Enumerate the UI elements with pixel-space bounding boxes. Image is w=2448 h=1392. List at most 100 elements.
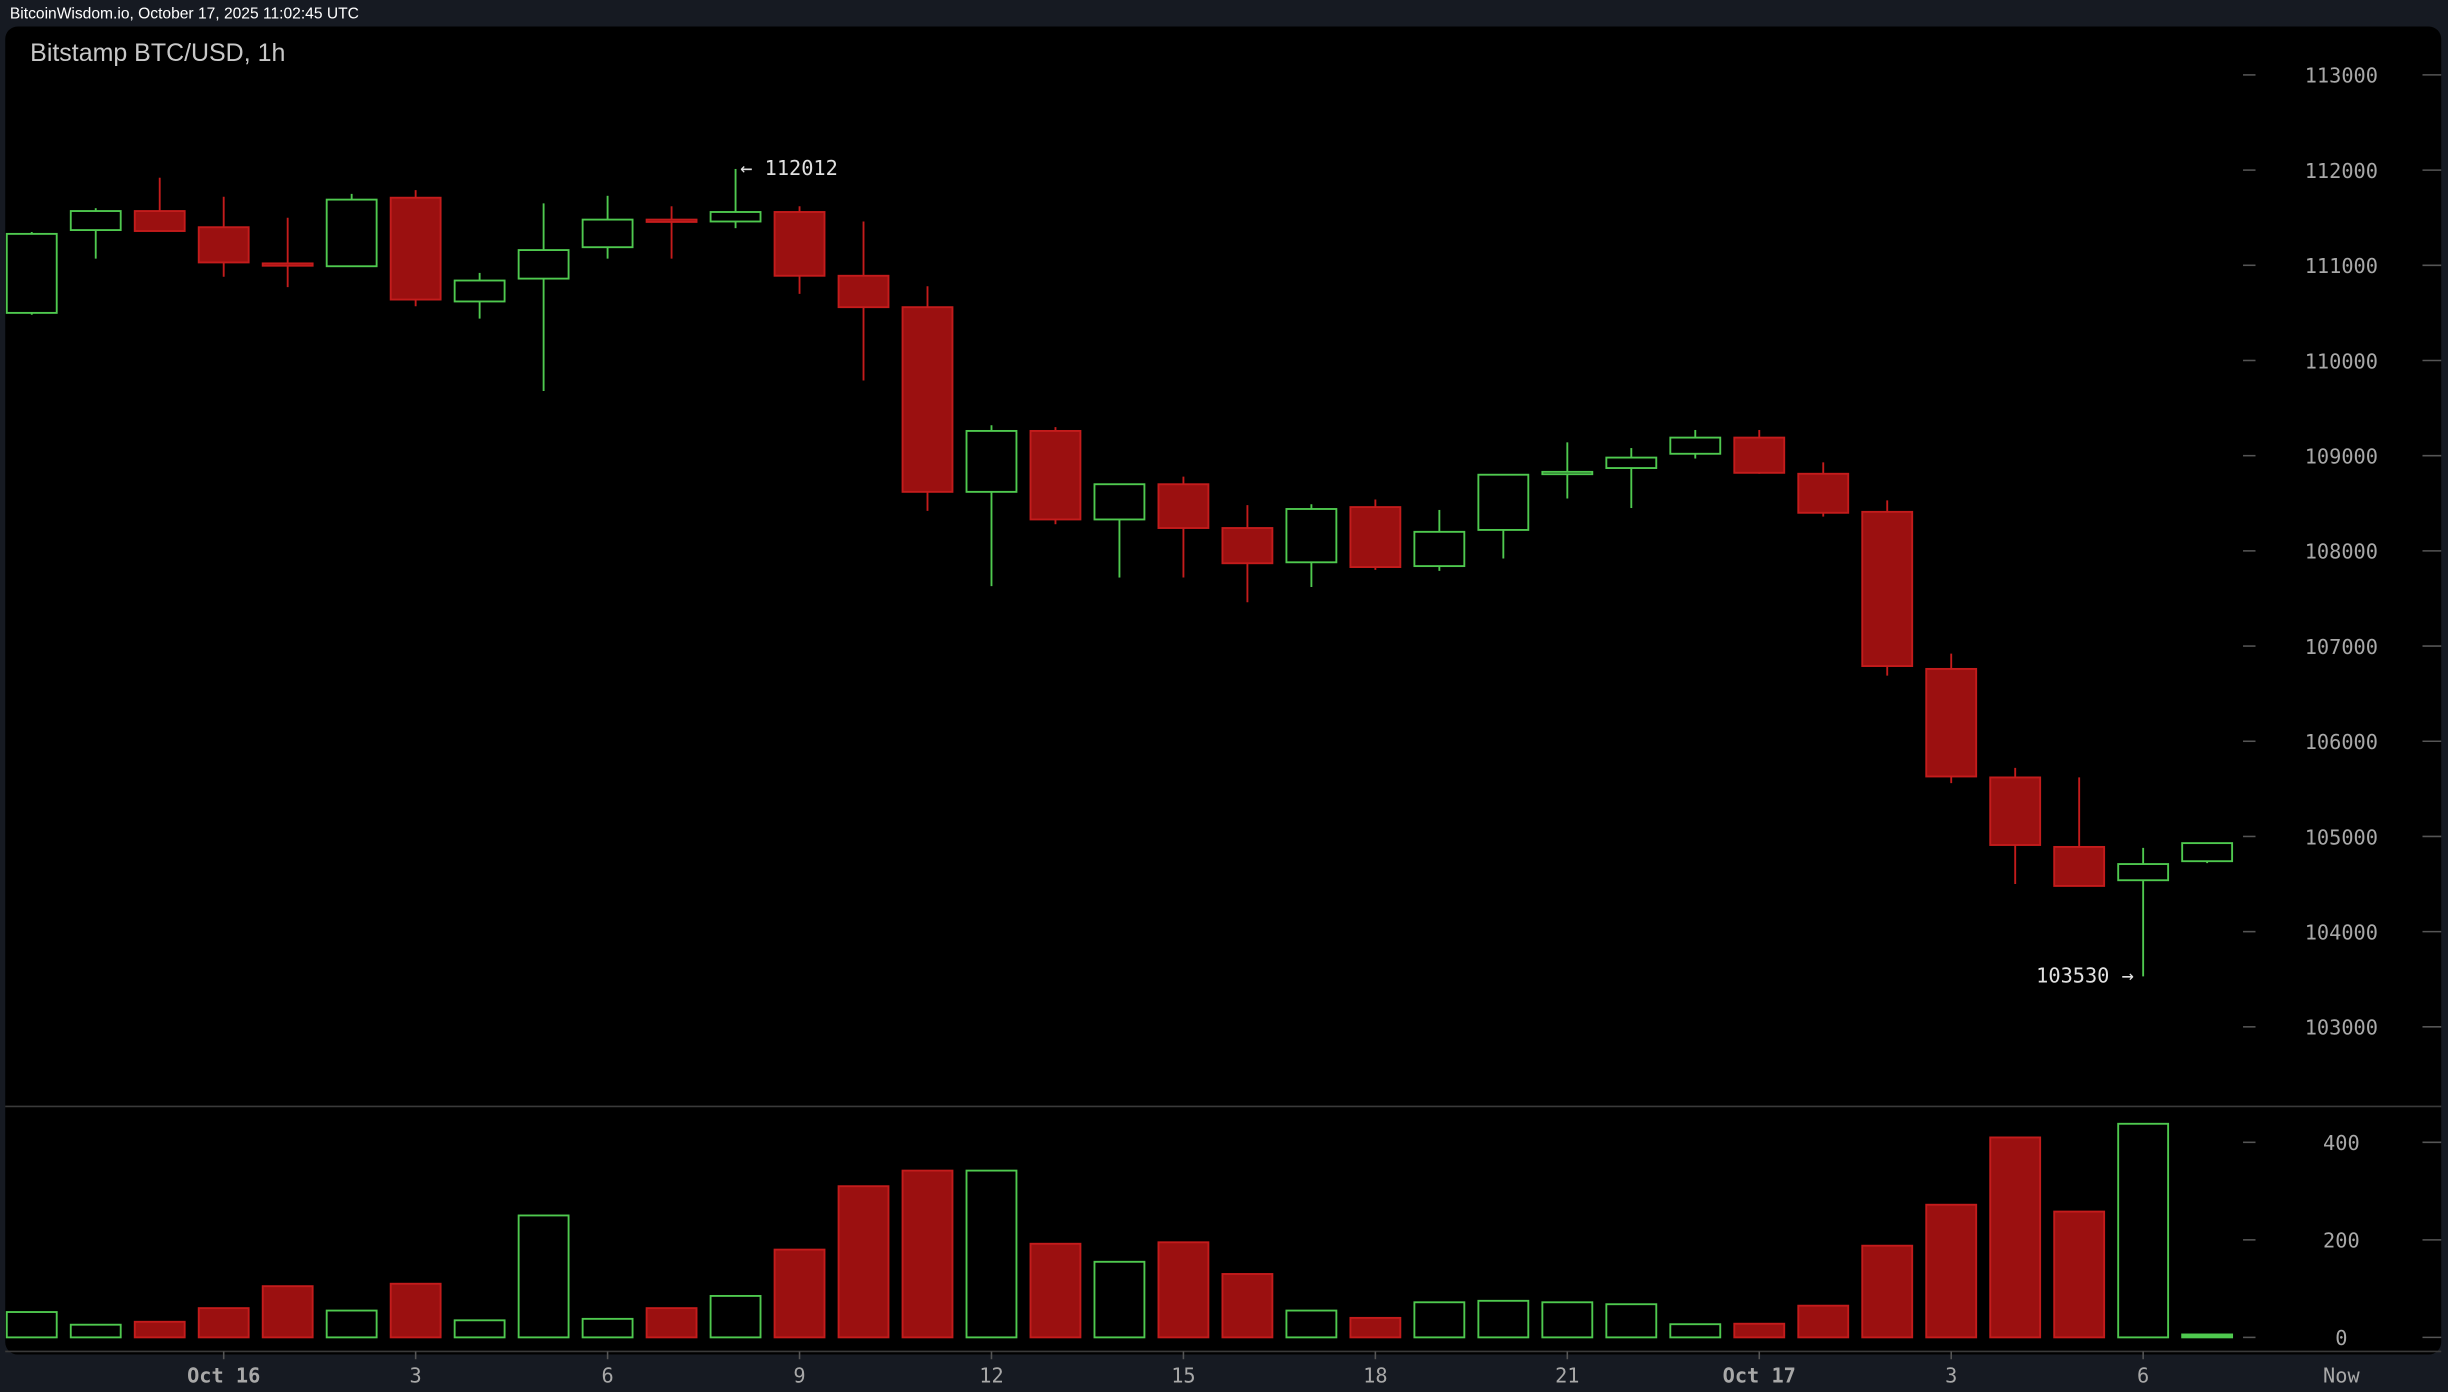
candle-body — [1093, 483, 1146, 521]
price-tick-label: 111000 — [2305, 254, 2378, 278]
candle-body — [581, 218, 634, 249]
volume-bar — [1605, 1303, 1658, 1339]
volume-bar — [709, 1294, 762, 1339]
price-tick-label: 103000 — [2305, 1016, 2378, 1040]
volume-bar — [1093, 1260, 1146, 1339]
candle-body — [1221, 527, 1274, 565]
chart-title: Bitstamp BTC/USD, 1h — [30, 39, 285, 67]
candle-body — [197, 226, 250, 264]
candle-body — [1925, 667, 1978, 778]
candle-body — [1477, 473, 1530, 531]
volume-bar — [1477, 1299, 1530, 1339]
candle-body — [1541, 470, 1594, 476]
volume-bar — [837, 1185, 890, 1339]
candle-body — [133, 210, 186, 232]
volume-bar — [1541, 1301, 1594, 1339]
time-tick-label: 3 — [410, 1364, 422, 1388]
header-text: BitcoinWisdom.io, October 17, 2025 11:02… — [10, 6, 359, 23]
volume-bar — [1157, 1241, 1210, 1339]
volume-bar — [197, 1307, 250, 1339]
volume-bar — [1733, 1322, 1786, 1339]
price-tick-label: 113000 — [2305, 64, 2378, 88]
candle-body — [1861, 510, 1914, 667]
candle-body — [773, 211, 826, 277]
volume-tick-label: 200 — [2323, 1229, 2360, 1253]
candle-body — [965, 429, 1018, 493]
volume-bar — [1285, 1309, 1338, 1339]
candle-body — [325, 198, 378, 268]
candle-body — [1797, 472, 1850, 514]
time-tick-label: Now — [2323, 1364, 2360, 1388]
price-tick-label: 105000 — [2305, 825, 2378, 849]
volume-bar — [517, 1214, 570, 1339]
volume-bar — [2053, 1210, 2106, 1339]
time-tick-label: 6 — [601, 1364, 613, 1388]
volume-bar — [1413, 1301, 1466, 1339]
candle-body — [709, 211, 762, 223]
volume-bar — [133, 1320, 186, 1339]
time-tick-label: 21 — [1555, 1364, 1579, 1388]
volume-bar — [325, 1309, 378, 1339]
chart-panel — [5, 26, 2442, 1355]
candle-body — [517, 249, 570, 280]
candle-body — [1349, 506, 1402, 568]
candle-body — [1157, 483, 1210, 529]
candle-body — [837, 274, 890, 309]
volume-bar — [1989, 1136, 2042, 1339]
time-tick-label: 18 — [1363, 1364, 1387, 1388]
time-tick-label: Oct 17 — [1723, 1364, 1796, 1388]
price-tick-label: 104000 — [2305, 920, 2378, 944]
candle-body — [1669, 436, 1722, 455]
price-tick-label: 108000 — [2305, 540, 2378, 564]
candle-body — [389, 196, 442, 301]
candle-body — [1029, 429, 1082, 521]
volume-tick-label: 400 — [2323, 1131, 2360, 1155]
volume-bar — [965, 1169, 1018, 1339]
volume-bar — [773, 1248, 826, 1339]
candle-body — [5, 232, 58, 314]
volume-bar — [645, 1307, 698, 1339]
candle-body — [2053, 845, 2106, 887]
volume-bar — [69, 1323, 122, 1339]
time-tick-label: 9 — [793, 1364, 805, 1388]
volume-bar — [1797, 1304, 1850, 1339]
candle-body — [645, 218, 698, 223]
candle-body — [1989, 776, 2042, 846]
candle-body — [1605, 456, 1658, 469]
time-tick-label: 6 — [2137, 1364, 2149, 1388]
volume-bar — [1349, 1316, 1402, 1339]
volume-bar — [2181, 1333, 2234, 1339]
volume-bar — [5, 1311, 58, 1339]
low-annotation: 103530 → — [2036, 964, 2134, 988]
volume-bar — [389, 1282, 442, 1339]
candle-body — [1285, 508, 1338, 564]
price-tick-label: 112000 — [2305, 159, 2378, 183]
candle-body — [1733, 436, 1786, 474]
time-tick-label: Oct 16 — [187, 1364, 260, 1388]
time-tick-label: 12 — [979, 1364, 1003, 1388]
candle-body — [1413, 530, 1466, 568]
time-tick-label: 3 — [1945, 1364, 1957, 1388]
candle-body — [69, 210, 122, 232]
price-tick-label: 106000 — [2305, 730, 2378, 754]
high-annotation: ← 112012 — [740, 156, 838, 180]
price-tick-label: 110000 — [2305, 349, 2378, 373]
volume-bar — [2117, 1122, 2170, 1339]
volume-bar — [1925, 1203, 1978, 1339]
volume-bar — [1221, 1273, 1274, 1339]
price-tick-label: 107000 — [2305, 635, 2378, 659]
candle-body — [261, 262, 314, 267]
time-tick-label: 15 — [1171, 1364, 1195, 1388]
volume-tick-label: 0 — [2335, 1326, 2347, 1350]
volume-bar — [901, 1169, 954, 1339]
volume-bar — [581, 1317, 634, 1339]
candle-body — [453, 279, 506, 303]
candle-body — [2181, 842, 2234, 863]
candle-body — [2117, 863, 2170, 882]
volume-bar — [1029, 1242, 1082, 1339]
price-tick-label: 109000 — [2305, 444, 2378, 468]
volume-bar — [1861, 1244, 1914, 1339]
candle-body — [901, 306, 954, 493]
volume-bar — [1669, 1323, 1722, 1339]
